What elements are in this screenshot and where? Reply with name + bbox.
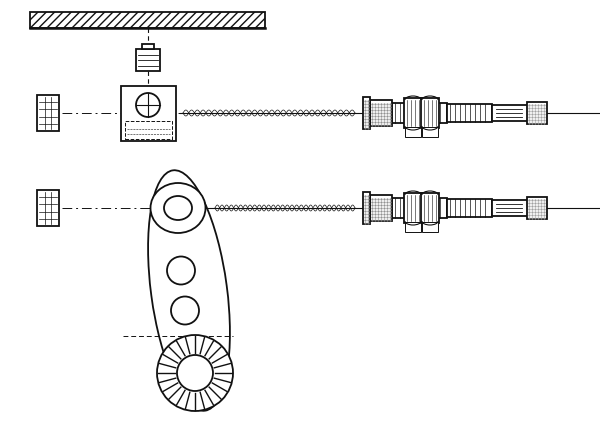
Bar [30, 12, 265, 28]
Bar [527, 197, 547, 219]
Bar [421, 193, 439, 223]
Bar [421, 98, 439, 128]
Circle shape [157, 335, 233, 411]
Circle shape [136, 93, 160, 117]
Bar [125, 121, 172, 138]
Bar [37, 95, 59, 131]
Bar [121, 85, 176, 140]
Circle shape [167, 256, 195, 285]
Bar [37, 190, 59, 226]
Ellipse shape [151, 183, 205, 233]
Bar [370, 195, 392, 221]
Bar [492, 200, 532, 216]
Bar [363, 97, 370, 129]
Circle shape [177, 355, 213, 391]
Bar [392, 198, 447, 218]
Bar [142, 44, 154, 49]
Bar [527, 102, 547, 124]
Bar [136, 49, 160, 71]
Bar [404, 193, 422, 223]
Bar [405, 222, 421, 232]
Bar [363, 192, 370, 224]
Bar [392, 103, 447, 123]
Bar [447, 104, 492, 122]
Ellipse shape [148, 170, 230, 411]
Bar [422, 127, 438, 137]
Bar [405, 127, 421, 137]
Bar [492, 105, 532, 121]
Bar [422, 222, 438, 232]
Bar [447, 199, 492, 217]
Bar [404, 98, 422, 128]
Ellipse shape [164, 196, 192, 220]
Circle shape [171, 297, 199, 324]
Bar [370, 100, 392, 126]
